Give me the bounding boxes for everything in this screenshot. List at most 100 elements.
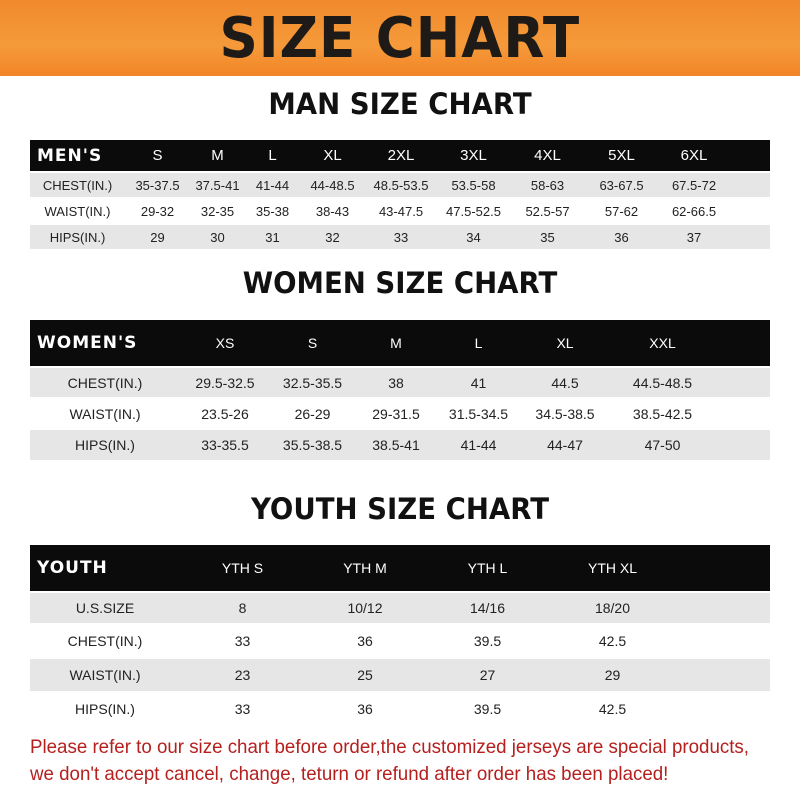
- table-cell: 29-32: [140, 203, 175, 219]
- table-cell: 42.5: [598, 701, 627, 717]
- table-cell: 32-35: [200, 203, 235, 219]
- table-row: HIPS(IN.) 33 36 39.5 42.5: [30, 693, 770, 725]
- table-cell: 37: [686, 229, 702, 245]
- table-cell: 48.5-53.5: [373, 177, 429, 193]
- row-label: HIPS(IN.): [49, 229, 106, 245]
- table-cell: 32: [325, 229, 340, 245]
- table-row: WAIST(IN.) 23.5-26 26-29 29-31.5 31.5-34.5 34…: [30, 399, 770, 428]
- table-cell: 44-48.5: [310, 177, 355, 193]
- table-cell: 42.5: [598, 633, 627, 649]
- table-row: HIPS(IN.) 33-35.5 35.5-38.5 38.5-41 41-44 44-…: [30, 430, 770, 460]
- header-row: MEN'S S M L XL 2XL 3XL 4XL 5XL 6XL: [30, 140, 770, 171]
- table-cell: 29: [150, 229, 165, 245]
- size-header: YTH S: [221, 560, 264, 576]
- table-cell: 36: [357, 633, 373, 649]
- table-cell: 35.5-38.5: [282, 437, 343, 453]
- row-label: CHEST(IN.): [67, 633, 143, 649]
- notice-line: Please refer to our size chart before or…: [30, 736, 749, 758]
- page-title: SIZE CHART: [219, 5, 581, 71]
- table-cell: 41-44: [255, 177, 290, 193]
- table-row: HIPS(IN.) 29 30 31 32 33 34 35 36 37: [30, 225, 770, 249]
- table-cell: 39.5: [473, 633, 502, 649]
- header-row: WOMEN'S XS S M L XL XXL: [30, 320, 770, 366]
- table-label: WOMEN'S: [37, 333, 138, 353]
- table-cell: 29.5-32.5: [195, 374, 255, 391]
- size-header: YTH XL: [587, 560, 637, 576]
- size-header: XL: [556, 335, 574, 351]
- header-row: YOUTH YTH S YTH M YTH L YTH XL: [30, 545, 770, 591]
- table-cell: 33-35.5: [201, 437, 249, 453]
- row-label: CHEST(IN.): [42, 177, 113, 193]
- women-heading: WOMEN SIZE CHART: [242, 266, 558, 300]
- table-cell: 39.5: [473, 701, 502, 717]
- size-header: XL: [323, 147, 342, 164]
- table-cell: 57-62: [604, 203, 639, 219]
- table-cell: 23: [234, 667, 251, 683]
- table-cell: 43-47.5: [378, 203, 424, 219]
- row-label: HIPS(IN.): [75, 437, 135, 453]
- table-cell: 23.5-26: [201, 405, 249, 422]
- table-cell: 37.5-41: [195, 177, 240, 193]
- table-cell: 38: [388, 374, 404, 391]
- table-cell: 47-50: [644, 437, 681, 453]
- size-header: L: [268, 147, 277, 164]
- table-cell: 41-44: [460, 437, 497, 453]
- size-header: YTH M: [343, 560, 387, 576]
- table-cell: 52.5-57: [525, 203, 570, 219]
- size-header: 3XL: [460, 147, 487, 164]
- table-cell: 29: [604, 667, 621, 683]
- table-cell: 53.5-58: [451, 177, 496, 193]
- table-cell: 25: [357, 667, 373, 683]
- table-cell: 33: [393, 229, 409, 245]
- table-cell: 33: [234, 701, 251, 717]
- table-cell: 31: [265, 229, 280, 245]
- men-size-table: MEN'S S M L XL 2XL 3XL 4XL 5XL 6XL CHEST(IN.) 35-37…: [30, 140, 770, 249]
- size-header: M: [390, 335, 402, 351]
- table-cell: 41: [470, 374, 487, 391]
- size-header: L: [474, 335, 483, 351]
- table-cell: 38.5-42.5: [632, 405, 693, 422]
- size-header: XXL: [649, 335, 676, 351]
- table-cell: 67.5-72: [671, 177, 717, 193]
- order-notice: Please refer to our size chart before or…: [30, 734, 760, 788]
- table-cell: 14/16: [469, 600, 506, 616]
- row-label: WAIST(IN.): [69, 405, 141, 422]
- table-cell: 44.5: [551, 374, 579, 391]
- table-row: WAIST(IN.) 23 25 27 29: [30, 659, 770, 691]
- table-cell: 31.5-34.5: [448, 405, 509, 422]
- title-banner: SIZE CHART: [0, 0, 800, 76]
- table-cell: 44.5-48.5: [632, 374, 693, 391]
- table-cell: 38-43: [315, 203, 350, 219]
- table-cell: 33: [234, 633, 251, 649]
- size-header: 4XL: [534, 147, 561, 164]
- table-label: MEN'S: [37, 145, 103, 166]
- size-header: YTH L: [467, 560, 508, 576]
- table-cell: 63-67.5: [599, 177, 644, 193]
- men-heading: MAN SIZE CHART: [268, 87, 532, 121]
- row-label: CHEST(IN.): [67, 374, 143, 391]
- table-cell: 36: [614, 229, 629, 245]
- table-cell: 8: [238, 600, 247, 616]
- table-cell: 29-31.5: [372, 405, 420, 422]
- size-header: 6XL: [680, 147, 708, 164]
- table-cell: 27: [479, 667, 496, 683]
- table-cell: 18/20: [594, 600, 631, 616]
- row-label: U.S.SIZE: [75, 600, 135, 616]
- row-label: HIPS(IN.): [75, 701, 135, 717]
- table-cell: 38.5-41: [372, 437, 420, 453]
- table-cell: 26-29: [294, 405, 331, 422]
- youth-heading: YOUTH SIZE CHART: [250, 492, 550, 526]
- table-row: CHEST(IN.) 33 36 39.5 42.5: [30, 625, 770, 657]
- size-header: 5XL: [608, 147, 635, 164]
- table-cell: 44-47: [547, 437, 583, 453]
- size-header: S: [307, 335, 318, 351]
- row-label: WAIST(IN.): [44, 203, 111, 219]
- table-cell: 35-38: [255, 203, 290, 219]
- youth-size-table: YOUTH YTH S YTH M YTH L YTH XL U.S.SIZE 8 10/12…: [30, 545, 770, 725]
- table-cell: 10/12: [347, 600, 383, 616]
- table-row: WAIST(IN.) 29-32 32-35 35-38 38-43 43-47.5 47.…: [30, 199, 770, 223]
- table-cell: 47.5-52.5: [446, 203, 501, 219]
- table-row: CHEST(IN.) 35-37.5 37.5-41 41-44 44-48.5 48.5…: [30, 173, 770, 197]
- table-cell: 62-66.5: [671, 203, 717, 219]
- table-row: U.S.SIZE 8 10/12 14/16 18/20: [30, 593, 770, 623]
